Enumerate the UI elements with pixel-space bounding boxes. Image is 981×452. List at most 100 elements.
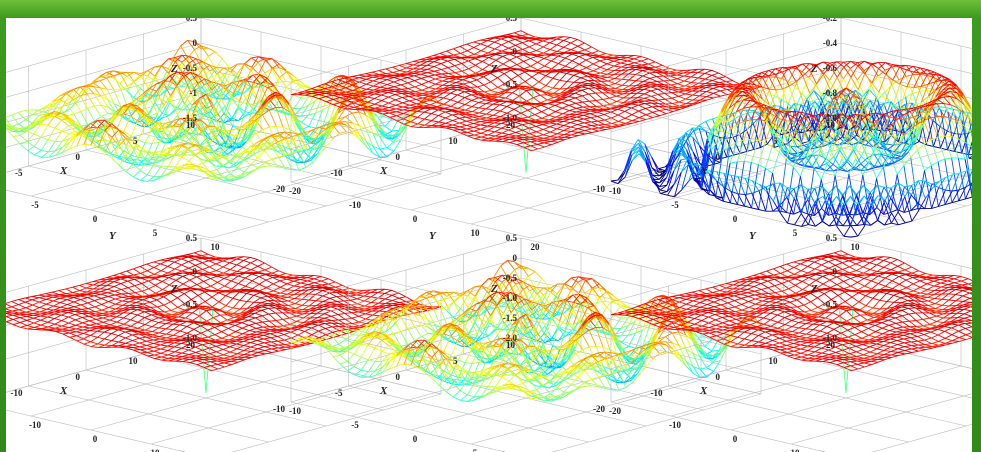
mesh-line [298,132,306,136]
mesh-line [173,148,182,153]
mesh-line [94,104,102,107]
mesh-line [237,63,245,79]
mesh-line [214,126,222,131]
mesh-line [273,96,281,102]
mesh-line [195,63,203,78]
mesh-line [509,53,517,58]
mesh-line [605,54,613,58]
mesh-line [99,80,108,90]
mesh-line [478,99,486,103]
mesh-line [358,111,367,130]
mesh-line [421,77,429,83]
z-tick-label: 0.5 [506,18,518,23]
mesh-line [445,114,453,119]
mesh-line [464,94,472,99]
mesh-line [602,92,610,99]
mesh-line [441,73,449,77]
mesh-line [618,120,626,124]
mesh-line [102,127,111,139]
mesh-line [267,87,275,93]
mesh-line [381,102,389,107]
mesh-line [190,71,198,76]
mesh-line [69,145,78,150]
mesh-line [62,138,70,142]
mesh-line [196,96,204,106]
mesh-line [257,79,265,87]
mesh-line [655,64,663,68]
mesh-line [160,166,169,177]
mesh-line [367,93,375,98]
mesh-line [338,116,346,123]
mesh-line [427,72,435,76]
mesh-line [352,122,360,136]
mesh-line [113,88,121,91]
mesh-line [462,79,471,83]
mesh-line [193,118,201,121]
mesh-line [256,149,264,154]
mesh-line [620,62,628,65]
mesh-line [381,92,389,96]
mesh-line [257,57,266,63]
mesh-line [324,127,333,133]
mesh-line [704,69,712,74]
mesh-line [607,69,615,72]
mesh-line [385,68,394,73]
mesh-line [450,101,459,107]
mesh-line [592,57,600,62]
mesh-line [569,107,577,112]
mesh-line [108,114,117,122]
mesh-line [222,93,231,100]
mesh-line [562,113,570,115]
mesh-line [352,133,361,140]
mesh-line [147,93,155,97]
mesh-line [522,133,530,136]
mesh-line [106,70,114,77]
mesh-line [449,81,457,83]
mesh-line [176,106,184,111]
mesh-line [432,52,440,57]
mesh-line [188,63,197,73]
mesh-line [6,128,14,138]
mesh-line [571,132,579,136]
mesh-line [374,93,382,96]
mesh-line [663,75,671,81]
mesh-line [581,87,589,91]
mesh-line [384,125,393,132]
mesh-line [196,165,204,172]
mesh-line [933,146,941,149]
mesh-line [570,122,578,125]
mesh-line [610,108,618,113]
mesh-line [588,92,596,95]
mesh-line [454,62,462,67]
mesh-line [556,38,564,41]
mesh-line [607,70,615,75]
mesh-line [231,175,239,178]
mesh-line [642,75,650,79]
mesh-line [158,127,167,143]
mesh-line [631,114,640,119]
mesh-line [196,169,204,173]
mesh-line [102,120,110,130]
mesh-line [485,103,494,110]
y-tick-label: 5 [153,228,158,238]
mesh-line [428,81,436,85]
mesh-line [256,143,264,148]
mesh-line [495,59,504,65]
mesh-line [658,98,666,101]
mesh-line [616,101,624,103]
mesh-line [407,75,415,79]
mesh-line [454,58,462,64]
mesh-line [387,89,395,91]
mesh-line [153,164,162,167]
grid-line [405,149,647,207]
mesh-line [207,125,215,136]
mesh-line [947,149,955,152]
x-tick-label: -5 [15,168,23,178]
mesh-line [669,67,677,71]
mesh-line [588,93,597,101]
mesh-line [685,93,693,96]
mesh-line [145,157,153,166]
mesh-line [509,137,517,140]
mesh-line [591,50,599,54]
mesh-line [173,56,182,70]
